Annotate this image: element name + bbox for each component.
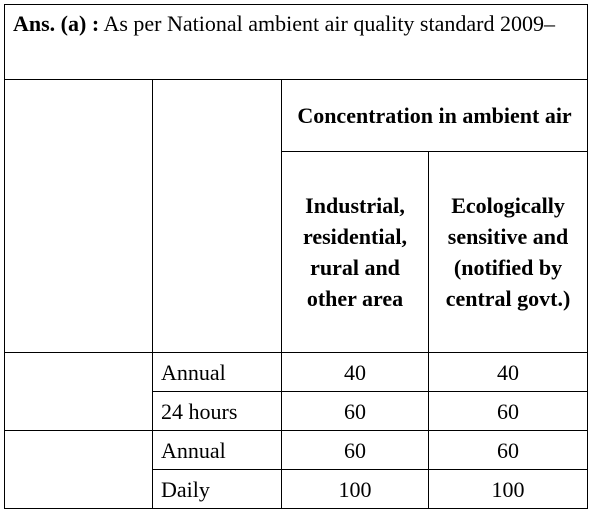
standards-table: Ans. (a) : As per National ambient air q…: [3, 4, 589, 509]
value-cell: 40: [281, 352, 429, 392]
value-cell: 40: [427, 352, 589, 392]
period-cell: Annual: [152, 352, 282, 392]
value-cell: 60: [427, 391, 589, 431]
empty-cell: [4, 352, 153, 431]
empty-cell: [152, 79, 282, 353]
value-cell: 100: [427, 469, 589, 509]
answer-label: Ans. (a) :: [13, 11, 100, 36]
period-cell: Daily: [152, 469, 282, 509]
column-header: Industrial, residential, rural and other…: [281, 151, 429, 353]
value-cell: 100: [281, 469, 429, 509]
empty-cell: [4, 79, 153, 353]
period-cell: 24 hours: [152, 391, 282, 431]
empty-cell: [4, 430, 153, 509]
answer-row: Ans. (a) : As per National ambient air q…: [3, 4, 589, 80]
column-header: Ecologically sensitive and (notified by …: [427, 151, 589, 353]
answer-text: As per National ambient air quality stan…: [103, 11, 555, 36]
value-cell: 60: [427, 430, 589, 470]
value-cell: 60: [281, 391, 429, 431]
group-header: Concentration in ambient air: [280, 79, 589, 152]
period-cell: Annual: [152, 430, 282, 470]
value-cell: 60: [281, 430, 429, 470]
page: Ans. (a) : As per National ambient air q…: [3, 4, 589, 509]
